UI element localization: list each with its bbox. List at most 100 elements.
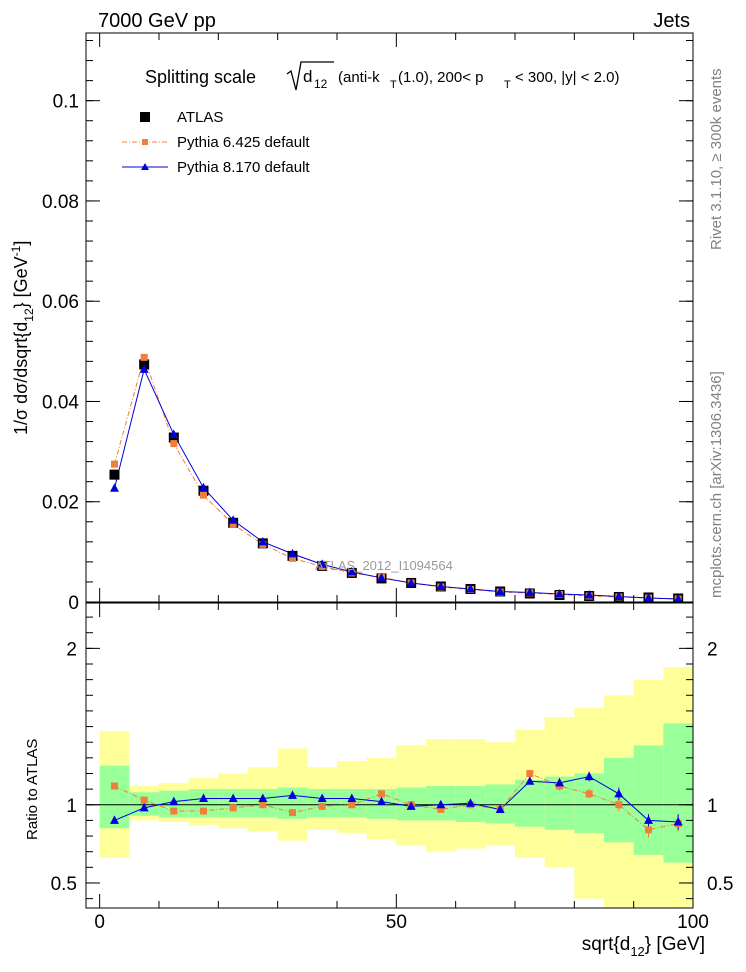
inner-band-bin	[633, 745, 664, 855]
main-y-tick-label: 0.04	[42, 392, 79, 413]
svg-text:Splitting scale: Splitting scale	[145, 67, 256, 87]
pythia8-point	[406, 577, 416, 587]
x-title-end: } [GeV]	[645, 934, 705, 955]
title-main: Splitting scale	[145, 67, 256, 87]
ratio-pythia8-point	[139, 802, 149, 812]
main-y-title-a: 1/σ dσ/dsqrt{d	[11, 322, 31, 435]
main-y-tick-label: 0	[68, 593, 79, 614]
x-tick-label: 50	[386, 912, 407, 933]
pythia8-point	[525, 587, 535, 596]
ratio-pythia8-point	[554, 777, 564, 787]
ratio-pythia6-point	[170, 807, 178, 815]
rivet-label: Rivet 3.1.10, ≥ 300k events	[708, 68, 725, 250]
pythia8-point	[465, 583, 475, 593]
header-energy-label: 7000 GeV pp	[98, 10, 216, 32]
x-title-sub: 12	[630, 944, 644, 959]
title-ksub: T	[390, 79, 397, 91]
ratio-pythia6-point	[259, 801, 267, 809]
main-y-title-unit: } [GeV	[11, 256, 31, 308]
inner-band-bin	[485, 784, 515, 824]
legend: ATLAS Pythia 6.425 default Pythia 8.170 …	[122, 109, 310, 176]
ratio-pythia8-point	[643, 815, 653, 824]
main-y-title-end: ]	[11, 241, 31, 246]
main-frame	[85, 32, 694, 603]
title-rest2: (1.0), 200< p	[398, 69, 483, 86]
ratio-pythia6-point	[199, 807, 207, 815]
ratio-pythia8-point	[287, 790, 297, 799]
ratio-pythia8-point	[495, 804, 505, 813]
main-y-title-sub: 12	[22, 308, 36, 322]
x-title-a: sqrt{d	[582, 934, 631, 955]
legend-pythia6-label: Pythia 6.425 default	[177, 134, 310, 151]
legend-pythia6-marker	[142, 139, 148, 145]
ratio-y-tick-label: 0.5	[51, 874, 77, 895]
ratio-pythia6-point	[140, 796, 148, 804]
svg-text:1/σ dσ/dsqrt{d12} [GeV-1]: 1/σ dσ/dsqrt{d12} [GeV-1]	[9, 241, 36, 435]
ratio-y-tick-label-right: 0.5	[707, 874, 733, 895]
ratio-pythia8-point	[169, 796, 179, 806]
inner-band-bin	[663, 723, 693, 863]
legend-atlas-label: ATLAS	[177, 109, 223, 126]
ratio-pythia6-point	[288, 809, 296, 817]
ratio-pythia6-point	[229, 804, 237, 812]
ratio-pythia8-point	[673, 816, 683, 826]
ratio-pythia6-point	[377, 790, 385, 798]
pythia8-point	[198, 482, 208, 492]
pythia8-point	[169, 429, 179, 439]
pythia8-point	[614, 591, 624, 600]
main-panel: 0 0.02 0.04 0.06 0.08 0.1 ATLAS_2012_I1094564…	[9, 32, 694, 614]
ratio-pythia8-point	[465, 798, 475, 807]
legend-pythia8-marker	[141, 163, 149, 170]
ratio-pythia8-point	[525, 776, 535, 785]
pythia8-point	[673, 593, 683, 603]
ratio-y-tick-label-right: 2	[707, 639, 718, 660]
title-rest3: < 300, |y| < 2.0)	[515, 69, 620, 86]
ratio-panel: 0.5 0.5 1 12 2 0 50 100 Ratio to ATLAS sqrt{d 1…	[24, 602, 734, 959]
ratio-y-axis-title: Ratio to ATLAS	[24, 739, 41, 840]
ratio-x-tick-labels: 0 50 100	[94, 912, 708, 933]
main-y-tick-labels: 0 0.02 0.04 0.06 0.08 0.1	[42, 92, 79, 614]
x-tick-label: 0	[94, 912, 105, 933]
atlas-point	[109, 469, 120, 480]
ratio-pythia6-point	[110, 782, 118, 790]
ratio-pythia8-point	[376, 796, 386, 806]
ratio-uncertainty-bands	[99, 667, 693, 908]
main-y-tick-label: 0.08	[42, 192, 79, 213]
plot-title: Splitting scale d 12 (anti-k T (1.0), 20…	[145, 61, 620, 91]
inner-band-bin	[574, 773, 604, 833]
pythia8-point	[287, 548, 297, 558]
main-y-tick-label: 0.02	[42, 493, 79, 514]
ratio-pythia6-point	[348, 801, 356, 809]
pythia8-point	[436, 581, 446, 590]
ratio-pythia8-point	[198, 793, 208, 803]
ratio-y-tick-label-right: 1	[707, 796, 718, 817]
ratio-y-tick-labels: 0.5 0.5 1 1 2 2	[51, 639, 734, 895]
x-tick-label: 100	[677, 912, 709, 933]
ratio-pythia6-point	[615, 801, 623, 809]
pythia8-point	[495, 586, 505, 595]
ratio-pythia8-point	[584, 771, 594, 781]
ratio-pythia6-point	[644, 826, 652, 834]
pythia6-point	[288, 554, 296, 562]
ratio-pythia8-point	[109, 815, 119, 824]
pythia8-point	[317, 559, 327, 568]
pythia8-point	[139, 364, 149, 373]
watermark: ATLAS_2012_I1094564	[315, 558, 453, 573]
ratio-pythia8-point	[317, 793, 327, 803]
svg-text:(anti-k: (anti-k	[338, 69, 380, 86]
svg-text:d: d	[303, 67, 312, 86]
ratio-pythia8-point	[614, 788, 624, 798]
ratio-frame	[85, 602, 694, 909]
svg-text:(1.0), 200< p: (1.0), 200< p	[398, 69, 483, 86]
main-y-tick-label: 0.1	[53, 92, 79, 113]
pythia6-point	[110, 460, 118, 468]
pythia8-point	[109, 483, 119, 492]
main-series	[109, 353, 684, 604]
title-rest: (anti-k	[338, 69, 380, 86]
pythia8-point	[347, 566, 357, 576]
ratio-pythia8-point	[406, 801, 416, 810]
ratio-pythia6-point	[318, 802, 326, 810]
pythia6-point	[199, 491, 207, 499]
ratio-pythia6-line	[114, 772, 679, 831]
